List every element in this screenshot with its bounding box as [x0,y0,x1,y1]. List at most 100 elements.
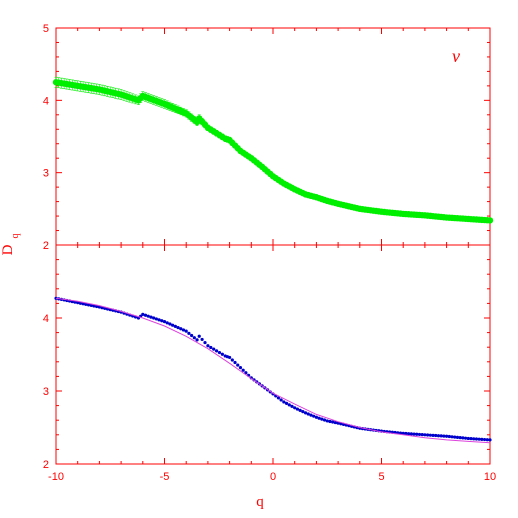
bottom-data-point [187,331,191,335]
bottom-data-point [317,416,321,420]
bottom-data-point [298,408,302,412]
bottom-frame [55,244,491,465]
bottom-data-point [407,432,411,436]
bottom-data-point [322,418,327,422]
bottom-data-point [244,371,248,375]
bottom-data-point [176,325,180,330]
bottom-data-point [485,438,489,442]
bottom-data-point [173,324,177,328]
bottom-data-point [333,420,337,425]
top-y-tick-label: 5 [43,23,49,35]
top-y-tick-label: 4 [43,95,49,107]
bottom-data-point [197,334,201,338]
bottom-data-point [450,435,454,439]
bottom-data-point [426,433,430,437]
bottom-data-point [233,360,237,365]
bottom-data-point [415,432,419,436]
bottom-data-point [290,404,294,408]
bottom-data-point [209,345,213,350]
bottom-data-point [141,312,145,316]
bottom-data-point [309,413,313,417]
bottom-data-point [420,433,424,437]
x-axis-label: q [256,494,264,510]
bottom-data-point [149,315,153,319]
x-tick-label: 0 [270,471,276,483]
bottom-data-point [203,340,207,345]
bottom-data-point [328,419,332,424]
bottom-data-point [236,363,240,367]
bottom-data-point [439,434,443,438]
bottom-data-point [171,323,175,327]
top-data-point [486,217,494,224]
bottom-data-point [220,352,224,356]
bottom-data-point [412,432,416,436]
bottom-data-point [162,320,167,324]
x-tick-label: 5 [378,471,384,483]
bottom-data-point [303,411,308,415]
bottom-data-point [200,337,204,342]
bottom-data-point [152,316,156,320]
bottom-data-point [331,420,335,424]
bottom-data-point [431,433,435,437]
bottom-data-point [228,355,232,360]
bottom-data-point [434,433,438,438]
x-tick-label: -5 [160,471,170,483]
bottom-data-point [276,396,281,400]
bottom-data-point [190,333,194,338]
panel-annotation: ν [452,46,460,66]
y-axis-label: D [0,244,16,255]
bottom-data-point [195,338,199,342]
bottom-data-point [488,438,492,442]
bottom-data-point [482,437,487,442]
bottom-data-point [293,406,297,410]
bottom-y-tick-label: 2 [43,459,49,471]
bottom-data-point [295,407,300,411]
bottom-data-point [469,437,473,441]
bottom-data-point [472,437,476,441]
bottom-data-point [284,401,289,406]
bottom-data-point [206,344,210,348]
bottom-data-point [306,412,310,416]
top-y-tick-label: 3 [43,168,49,180]
top-panel: 2 3 4 5 [43,23,494,252]
bottom-data-point [466,436,470,441]
bottom-data-point [282,400,286,404]
bottom-data-point [442,434,446,438]
bottom-data-point [54,296,58,300]
bottom-data-point [279,398,283,402]
bottom-data-point [238,366,243,370]
bottom-data-point [157,318,161,322]
bottom-data-point [453,435,457,439]
top-y-tick-label: 2 [43,240,49,252]
y-axis-label-subscript: q [10,234,21,239]
bottom-data-point [477,437,481,441]
x-tick-label: 10 [484,471,496,483]
bottom-data-point [445,434,449,438]
bottom-data-point [314,415,318,419]
bottom-data-point [423,433,427,437]
bottom-data-point [287,403,291,407]
bottom-data-point [241,368,245,372]
bottom-panel: 2 3 4 -10 -5 0 5 10 [43,244,496,483]
bottom-data-point [184,329,188,333]
bottom-data-point [160,319,164,323]
bottom-data-point [474,437,479,441]
bottom-data-point [461,436,465,440]
bottom-data-point [447,434,451,439]
bottom-data-point [143,313,148,317]
bottom-data-point [192,336,196,340]
bottom-data-point [214,349,219,353]
bottom-data-point [312,414,316,418]
bottom-data-point [301,410,305,414]
bottom-data-point [409,432,413,436]
bottom-y-tick-label: 4 [43,313,49,325]
x-tick-label: -10 [48,471,64,483]
bottom-data-point [217,350,222,355]
bottom-data-point [179,327,183,331]
bottom-data-point [436,434,441,438]
bottom-data-point [230,358,234,362]
bottom-data-point [480,437,484,441]
bottom-data-point [455,435,460,439]
bottom-data-point [325,419,329,423]
